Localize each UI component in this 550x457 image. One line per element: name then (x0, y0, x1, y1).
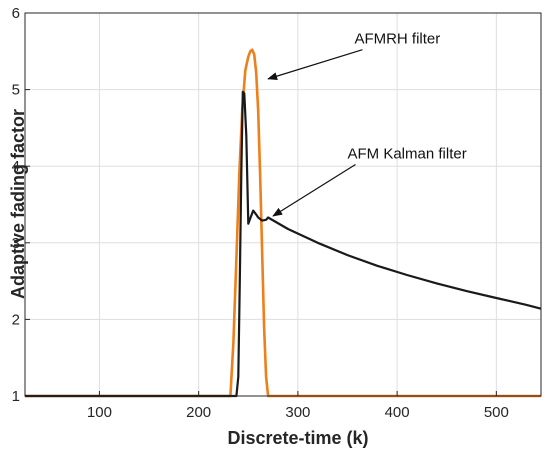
annotation-arrow-1 (267, 49, 363, 81)
series-layer (25, 48, 542, 398)
grid (25, 12, 541, 397)
x-axis-label: Discrete-time (k) (227, 428, 368, 448)
x-tick-label: 400 (385, 404, 410, 421)
plot-frame (24, 12, 542, 397)
annotations: AFMRH filter AFM Kalman filter (267, 31, 467, 217)
y-axis-label: Adaptive fading factor (8, 109, 28, 299)
x-tick-label: 500 (484, 404, 509, 421)
y-tick-label: 1 (12, 388, 20, 405)
y-tick-label: 5 (12, 82, 20, 99)
annotation-label-1: AFMRH filter (354, 31, 440, 48)
y-axis-ticks: 1 2 3 4 5 6 (12, 5, 30, 405)
y-tick-label: 2 (12, 311, 20, 328)
annotation-arrow-2 (272, 164, 356, 217)
annotation-label-2: AFM Kalman filter (348, 146, 467, 163)
x-axis-ticks: 100 200 300 400 500 (87, 391, 509, 421)
x-tick-label: 200 (186, 404, 211, 421)
series-line-1 (25, 48, 541, 398)
y-tick-label: 3 (12, 235, 20, 252)
series-line-2 (25, 90, 542, 398)
x-tick-label: 100 (87, 404, 112, 421)
y-tick-label: 6 (12, 5, 20, 22)
y-tick-label: 4 (12, 158, 20, 175)
x-tick-label: 300 (285, 404, 310, 421)
